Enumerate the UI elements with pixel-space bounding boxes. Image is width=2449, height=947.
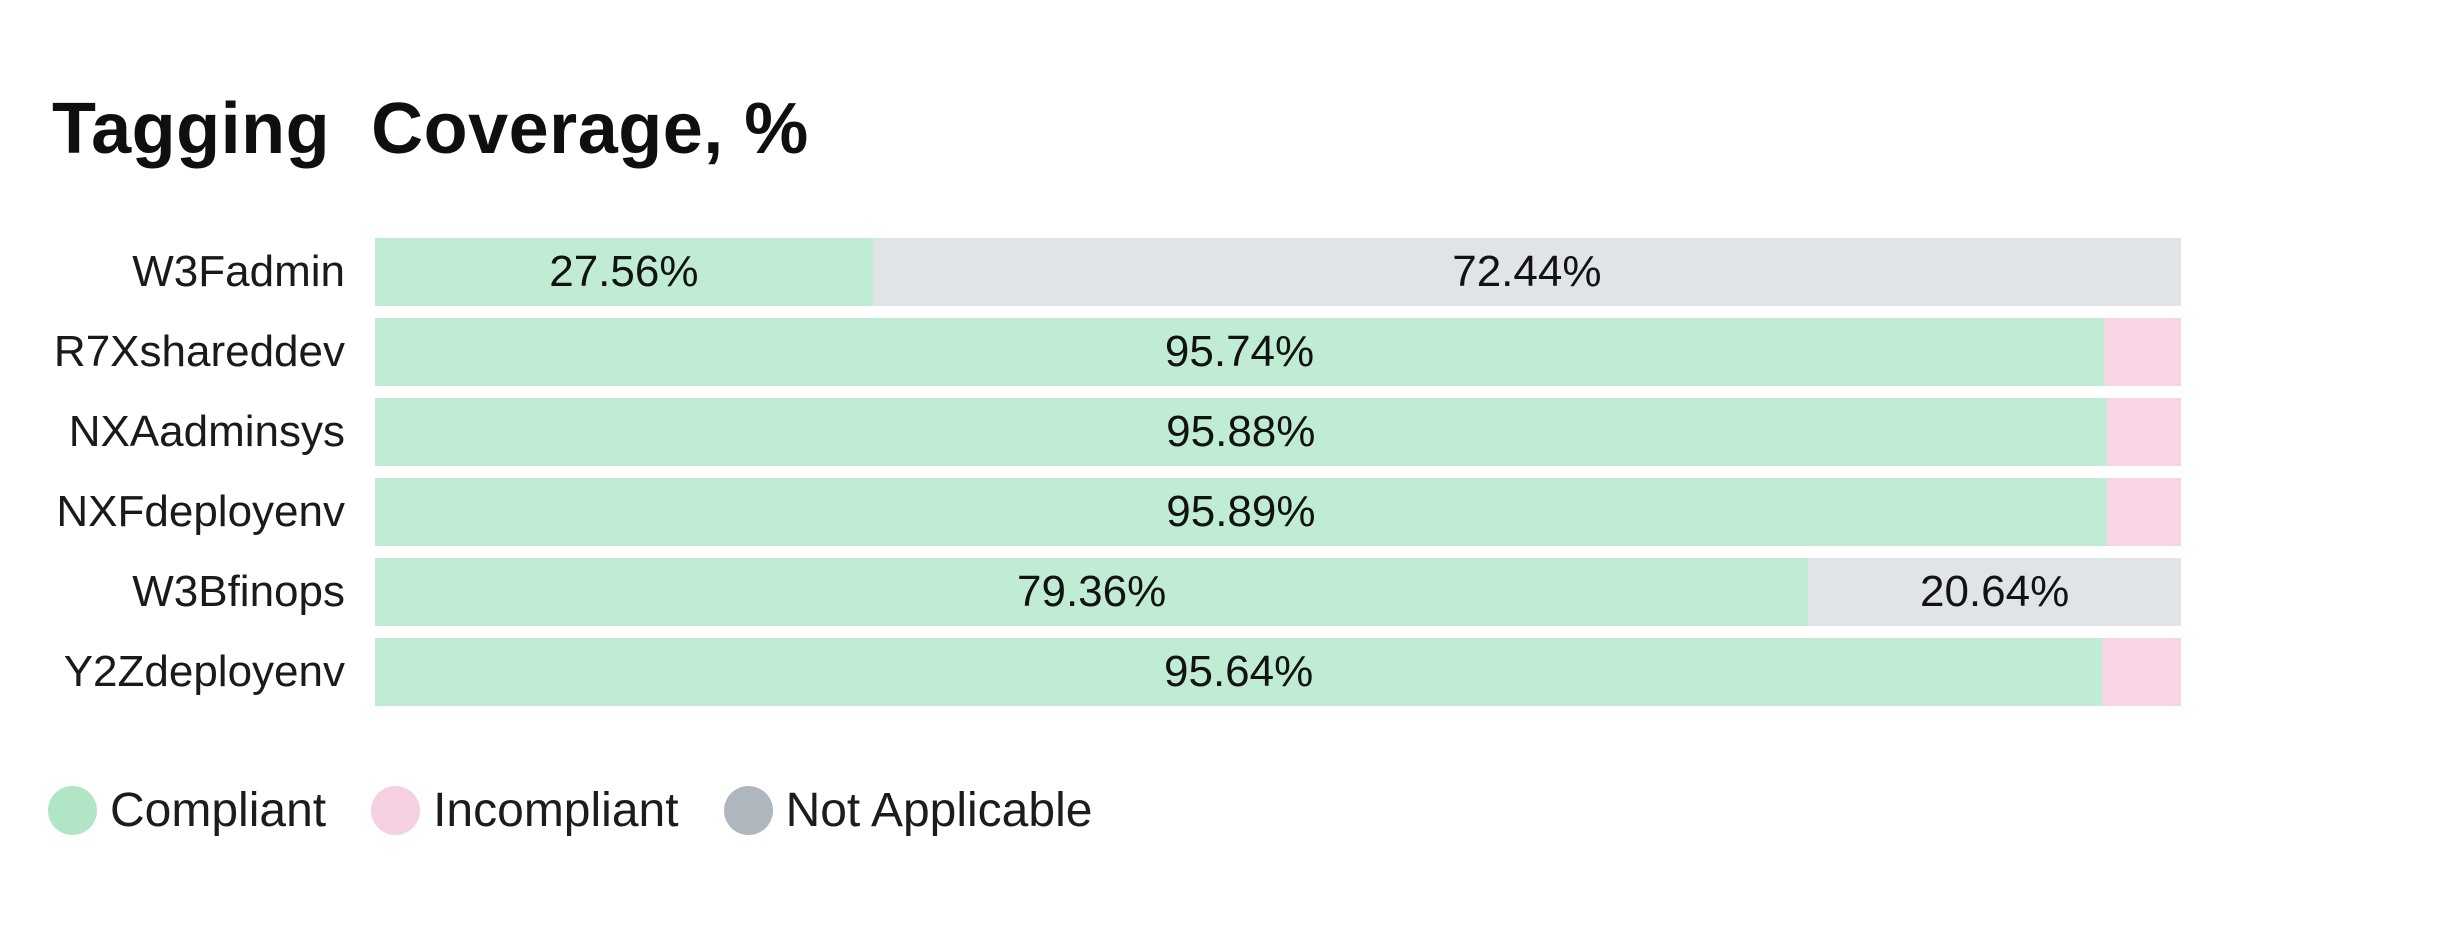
bar-segment-compliant[interactable]: 95.64% (375, 638, 2103, 706)
category-label: W3Fadmin (132, 247, 345, 296)
chart-row: W3Bfinops 79.36% 20.64% (0, 558, 2449, 626)
bar-segment-compliant[interactable]: 27.56% (375, 238, 873, 306)
bar-track: 95.64% (375, 638, 2181, 706)
category-label: Y2Zdeployenv (63, 647, 345, 696)
category-label: R7Xshareddev (53, 327, 345, 376)
bar-track: 95.74% (375, 318, 2181, 386)
chart-legend: Compliant Incompliant Not Applicable (48, 783, 1092, 838)
bar-segment-incompliant[interactable] (2104, 318, 2181, 386)
chart-row: NXAadminsys 95.88% (0, 398, 2449, 466)
category-label: NXAadminsys (68, 407, 345, 456)
legend-item-not_applicable[interactable]: Not Applicable (723, 783, 1093, 838)
bar-segment-not_applicable[interactable]: 20.64% (1808, 558, 2181, 626)
bar-segment-compliant[interactable]: 95.74% (375, 318, 2105, 386)
bar-segment-not_applicable[interactable]: 72.44% (872, 238, 2181, 306)
bar-track: 27.56% 72.44% (375, 238, 2181, 306)
bar-track: 95.89% (375, 478, 2181, 546)
bar-value-label: 20.64% (1919, 567, 2070, 616)
category-label: NXFdeployenv (56, 487, 345, 536)
legend-item-compliant[interactable]: Compliant (48, 783, 326, 838)
category-label: W3Bfinops (132, 567, 345, 616)
legend-label: Incompliant (433, 784, 679, 837)
bar-rows: W3Fadmin 27.56% 72.44% R7Xshareddev 95.74% NX… (0, 238, 2449, 718)
legend-label: Not Applicable (785, 784, 1093, 837)
bar-segment-incompliant[interactable] (2106, 398, 2181, 466)
bar-value-label: 72.44% (1452, 247, 1602, 296)
legend-label: Compliant (110, 784, 327, 837)
bar-value-label: 95.64% (1164, 647, 1314, 696)
bar-segment-compliant[interactable]: 79.36% (375, 558, 1809, 626)
bar-segment-incompliant[interactable] (2102, 638, 2181, 706)
legend-dot-icon (723, 786, 773, 835)
chart-row: W3Fadmin 27.56% 72.44% (0, 238, 2449, 306)
bar-segment-incompliant[interactable] (2106, 478, 2181, 546)
chart-row: R7Xshareddev 95.74% (0, 318, 2449, 386)
bar-segment-compliant[interactable]: 95.88% (375, 398, 2107, 466)
bar-segment-compliant[interactable]: 95.89% (375, 478, 2107, 546)
chart-row: NXFdeployenv 95.89% (0, 478, 2449, 546)
bar-value-label: 95.88% (1166, 407, 1316, 456)
legend-item-incompliant[interactable]: Incompliant (371, 783, 679, 838)
bar-value-label: 27.56% (549, 247, 699, 296)
bar-value-label: 79.36% (1017, 567, 1167, 616)
bar-track: 79.36% 20.64% (375, 558, 2181, 626)
bar-track: 95.88% (375, 398, 2181, 466)
legend-dot-icon (48, 786, 97, 835)
legend-dot-icon (371, 786, 421, 835)
bar-value-label: 95.89% (1166, 487, 1316, 536)
chart-title: Tagging Coverage, % (52, 89, 809, 169)
chart-row: Y2Zdeployenv 95.64% (0, 638, 2449, 706)
bar-value-label: 95.74% (1164, 327, 1315, 376)
